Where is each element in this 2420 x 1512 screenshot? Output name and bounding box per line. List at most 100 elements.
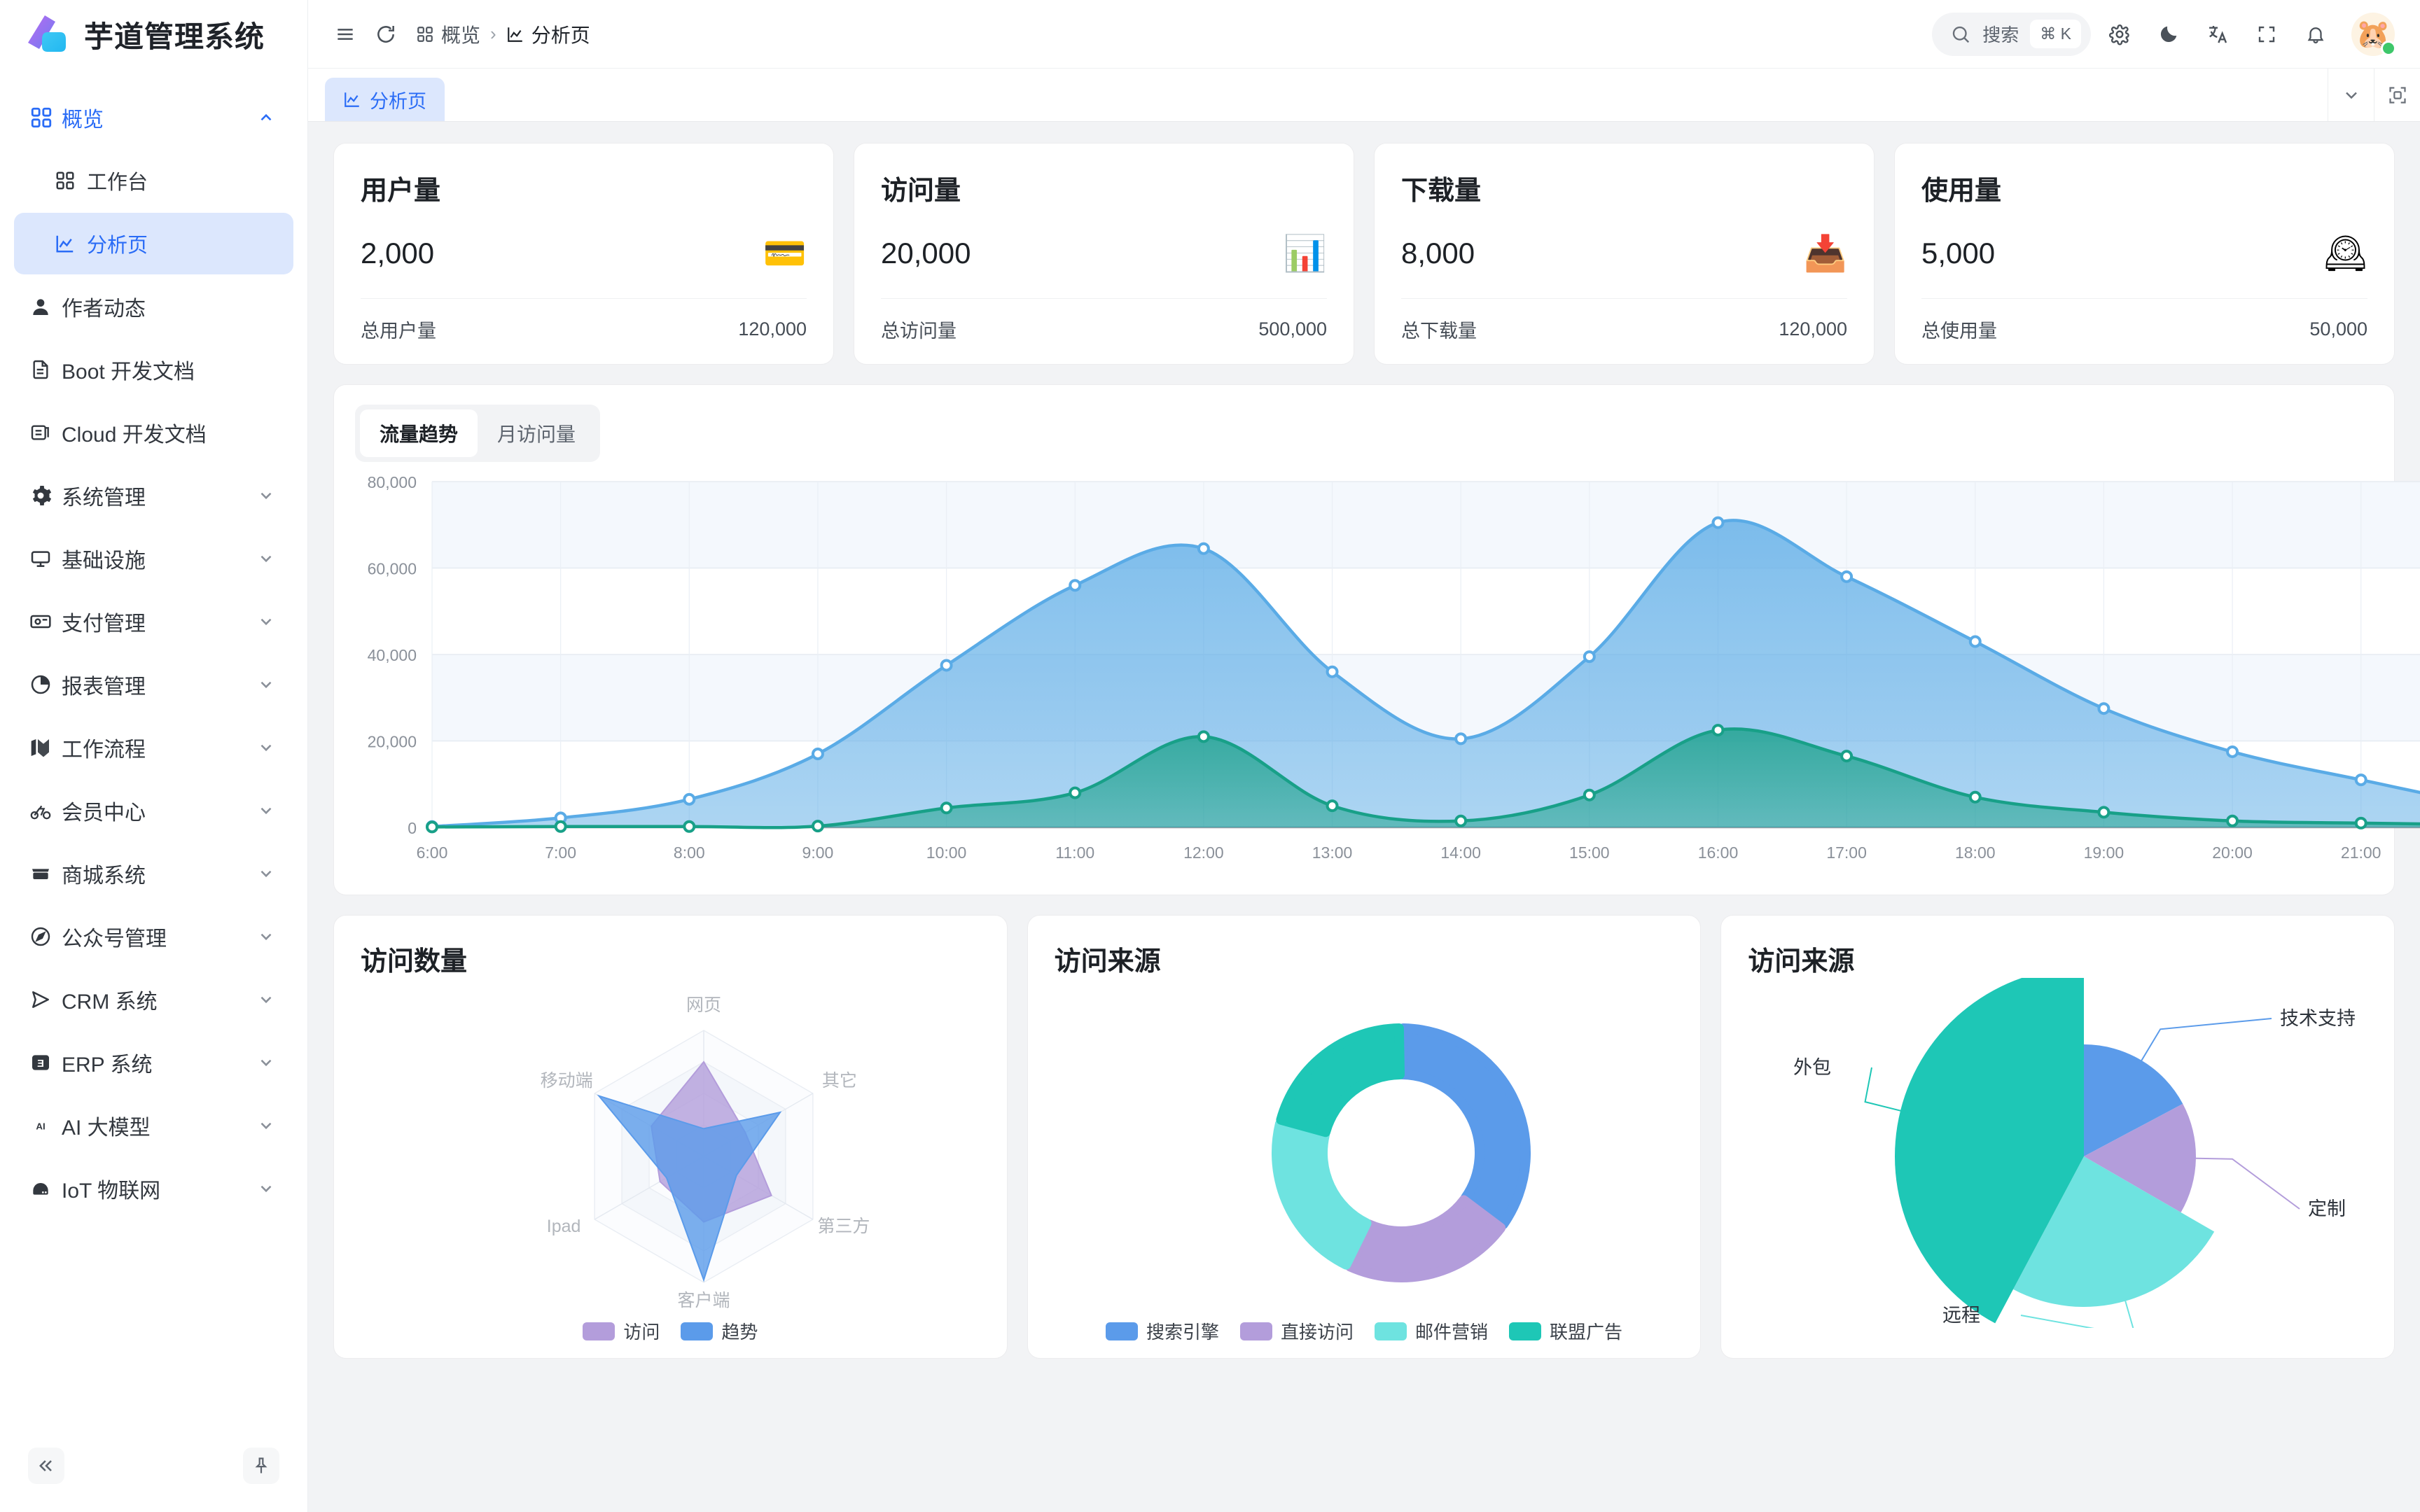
breadcrumb-separator: › bbox=[490, 23, 496, 44]
compass-icon bbox=[29, 925, 62, 948]
svg-text:移动端: 移动端 bbox=[541, 1071, 593, 1091]
brand[interactable]: 芋道管理系统 bbox=[0, 0, 307, 69]
svg-text:60,000: 60,000 bbox=[368, 560, 417, 578]
chevron-down-icon bbox=[254, 676, 278, 694]
legend-color-chip bbox=[1239, 1322, 1272, 1340]
svg-text:Ǝ: Ǝ bbox=[37, 1058, 44, 1070]
sidebar-item-analysis[interactable]: 分析页 bbox=[14, 213, 293, 274]
chevron-down-icon bbox=[254, 1180, 278, 1198]
breadcrumb: 概览 › 分析页 bbox=[416, 20, 590, 48]
bell-icon[interactable] bbox=[2295, 14, 2336, 55]
sidebar-item-workflow[interactable]: 工作流程 bbox=[14, 717, 293, 778]
breadcrumb-item-analysis[interactable]: 分析页 bbox=[506, 20, 590, 48]
sidebar-item-payment-mgmt[interactable]: 支付管理 bbox=[14, 591, 293, 652]
sidebar-item-mall-system[interactable]: 商城系统 bbox=[14, 843, 293, 904]
moon-icon[interactable] bbox=[2148, 14, 2189, 55]
svg-text:11:00: 11:00 bbox=[1055, 844, 1094, 862]
search-input[interactable]: 搜索 ⌘ K bbox=[1932, 12, 2091, 56]
legend-item[interactable]: 直接访问 bbox=[1239, 1318, 1354, 1344]
erp-icon: Ǝ bbox=[29, 1051, 62, 1074]
tabbar: 分析页 bbox=[308, 69, 2420, 122]
chevron-down-icon bbox=[254, 927, 278, 946]
svg-text:0: 0 bbox=[408, 819, 417, 837]
svg-text:80,000: 80,000 bbox=[368, 473, 417, 491]
legend-item[interactable]: 搜索引擎 bbox=[1105, 1318, 1219, 1344]
flow-icon bbox=[29, 736, 62, 759]
screen-icon[interactable] bbox=[2374, 69, 2420, 121]
sidebar-item-label: 报表管理 bbox=[62, 676, 146, 699]
legend-item[interactable]: 访问 bbox=[583, 1318, 660, 1344]
tab-analysis[interactable]: 分析页 bbox=[325, 78, 445, 121]
legend-item[interactable]: 邮件营销 bbox=[1375, 1318, 1488, 1344]
sidebar-menu: 概览 工作台 分析页 bbox=[0, 69, 307, 1435]
sidebar-item-label: 工作台 bbox=[87, 172, 148, 194]
segment-monthly-visits[interactable]: 月访问量 bbox=[497, 424, 576, 445]
pin-icon[interactable] bbox=[243, 1448, 279, 1484]
svg-text:其它: 其它 bbox=[822, 1071, 857, 1091]
sidebar-item-report-mgmt[interactable]: 报表管理 bbox=[14, 654, 293, 715]
monitor-icon bbox=[29, 547, 62, 570]
cloud-doc-icon bbox=[29, 421, 62, 444]
avatar[interactable]: 🐹 bbox=[2351, 12, 2396, 56]
divider bbox=[361, 298, 807, 299]
sidebar: 芋道管理系统 概览 工作台 bbox=[0, 0, 308, 1512]
search-icon bbox=[1950, 24, 1971, 45]
breadcrumb-item-overview[interactable]: 概览 bbox=[416, 20, 480, 48]
refresh-icon[interactable] bbox=[366, 14, 406, 55]
brand-title: 芋道管理系统 bbox=[84, 20, 265, 53]
stat-title: 访问量 bbox=[881, 176, 961, 206]
sidebar-item-label: Cloud 开发文档 bbox=[62, 424, 207, 447]
sidebar-item-label: 会员中心 bbox=[62, 802, 146, 825]
sidebar-item-system-mgmt[interactable]: 系统管理 bbox=[14, 465, 293, 526]
stat-value: 2,000 bbox=[361, 237, 435, 270]
sidebar-item-mp-mgmt[interactable]: 公众号管理 bbox=[14, 906, 293, 967]
svg-text:16:00: 16:00 bbox=[1698, 844, 1739, 862]
segment-traffic-trend[interactable]: 流量趋势 bbox=[360, 410, 478, 457]
svg-text:40,000: 40,000 bbox=[368, 646, 417, 664]
stat-title: 下载量 bbox=[1401, 176, 1482, 206]
sidebar-item-crm-system[interactable]: CRM 系统 bbox=[14, 969, 293, 1030]
stat-foot-value: 120,000 bbox=[1779, 318, 1847, 340]
stat-title: 使用量 bbox=[1921, 176, 2002, 206]
collapse-sidebar-button[interactable] bbox=[28, 1448, 64, 1484]
legend-label: 直接访问 bbox=[1280, 1322, 1354, 1343]
svg-text:客户端: 客户端 bbox=[677, 1291, 730, 1310]
sidebar-item-iot[interactable]: IoT 物联网 bbox=[14, 1158, 293, 1219]
radar-chart: 网页 其它 第三方 客户端 Ipad 移动端 bbox=[361, 978, 980, 1314]
sidebar-item-member-center[interactable]: 会员中心 bbox=[14, 780, 293, 841]
donut-legend: 搜索引擎 直接访问 邮件营销 联盟广告 bbox=[1055, 1318, 1674, 1344]
sidebar-item-cloud-docs[interactable]: Cloud 开发文档 bbox=[14, 402, 293, 463]
sidebar-item-boot-docs[interactable]: Boot 开发文档 bbox=[14, 339, 293, 400]
stat-card-downloads: 下载量 8,000 📥 总下载量 120,000 bbox=[1374, 143, 1875, 365]
grid-icon bbox=[29, 106, 62, 130]
chart-icon bbox=[506, 25, 524, 43]
svg-text:20:00: 20:00 bbox=[2212, 844, 2253, 862]
legend-item[interactable]: 趋势 bbox=[681, 1318, 758, 1344]
topbar-actions: 搜索 ⌘ K 🐹 bbox=[1932, 12, 2396, 56]
stat-card-usage: 使用量 5,000 🕰 总使用量 50,000 bbox=[1894, 143, 2395, 365]
sidebar-item-erp-system[interactable]: Ǝ ERP 系统 bbox=[14, 1032, 293, 1093]
sidebar-item-overview[interactable]: 概览 bbox=[14, 87, 293, 148]
svg-text:网页: 网页 bbox=[686, 995, 721, 1015]
sidebar-item-label: 商城系统 bbox=[62, 864, 146, 888]
stat-card-users: 用户量 2,000 💳 总用户量 120,000 bbox=[333, 143, 834, 365]
clock-icon: 🕰 bbox=[2323, 234, 2367, 273]
breadcrumb-label: 分析页 bbox=[531, 24, 590, 46]
sidebar-item-label: 作者动态 bbox=[62, 298, 146, 321]
translate-icon[interactable] bbox=[2197, 14, 2238, 55]
sidebar-item-infrastructure[interactable]: 基础设施 bbox=[14, 528, 293, 589]
legend-item[interactable]: 联盟广告 bbox=[1509, 1318, 1622, 1344]
chevron-down-icon[interactable] bbox=[2328, 69, 2374, 121]
divider bbox=[1401, 298, 1847, 299]
fullscreen-icon[interactable] bbox=[2246, 14, 2287, 55]
svg-text:9:00: 9:00 bbox=[802, 844, 834, 862]
gear-icon[interactable] bbox=[2099, 14, 2140, 55]
sidebar-item-ai-model[interactable]: AI AI 大模型 bbox=[14, 1095, 293, 1156]
sidebar-item-author-news[interactable]: 作者动态 bbox=[14, 276, 293, 337]
svg-text:6:00: 6:00 bbox=[417, 844, 448, 862]
sidebar-item-label: IoT 物联网 bbox=[62, 1180, 161, 1203]
sidebar-item-workbench[interactable]: 工作台 bbox=[14, 150, 293, 211]
sidebar-item-label: 工作流程 bbox=[62, 738, 146, 762]
hamburger-icon[interactable] bbox=[325, 14, 366, 55]
